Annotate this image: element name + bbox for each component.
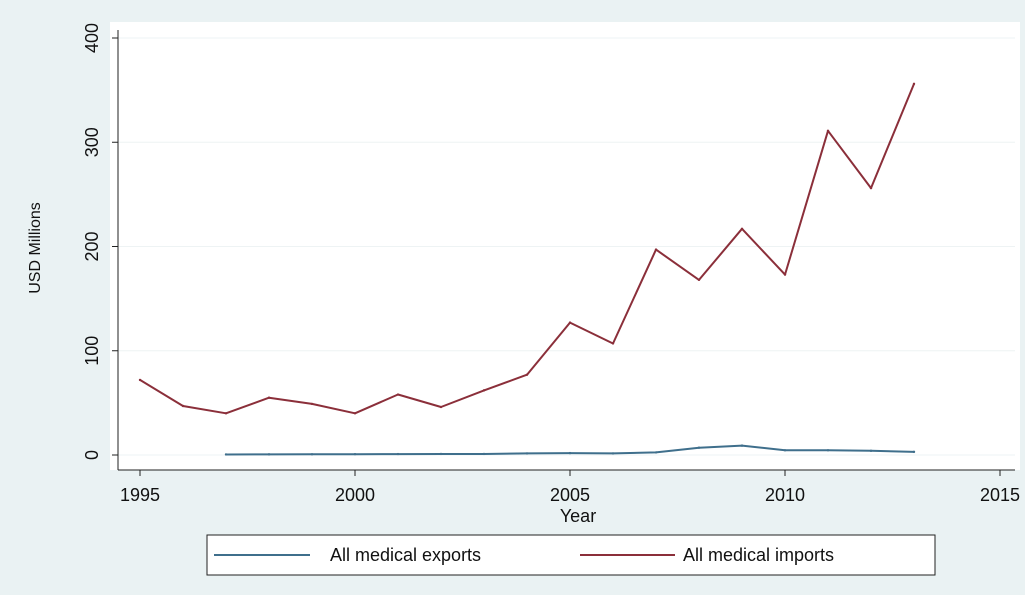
data-point — [310, 402, 314, 406]
data-point — [783, 449, 787, 452]
data-point — [611, 452, 615, 455]
data-point — [267, 453, 271, 456]
legend-label-exports: All medical exports — [330, 545, 481, 565]
data-point — [654, 451, 658, 454]
series-layer — [138, 82, 916, 456]
data-point — [482, 389, 486, 392]
data-point — [525, 373, 529, 376]
data-point — [353, 412, 357, 415]
y-tick-label: 0 — [82, 450, 102, 460]
x-tick-label: 2010 — [765, 485, 805, 505]
legend: All medical exports All medical imports — [206, 534, 936, 576]
data-point — [568, 321, 572, 324]
y-axis-label: USD Millions — [27, 202, 44, 294]
data-point — [353, 452, 357, 456]
y-tick-label: 200 — [82, 231, 102, 261]
data-point — [439, 452, 443, 456]
y-tick-label: 300 — [82, 127, 102, 157]
data-point — [224, 453, 228, 456]
legend-box — [206, 534, 936, 576]
data-point — [654, 248, 658, 251]
data-point — [912, 82, 916, 86]
data-point — [912, 450, 916, 454]
data-point — [267, 396, 271, 399]
x-tick-label: 1995 — [120, 485, 160, 505]
data-point — [611, 342, 615, 345]
data-point — [568, 451, 572, 455]
data-point — [826, 449, 830, 452]
data-point — [697, 446, 701, 449]
data-point — [310, 453, 314, 456]
y-tick-label: 100 — [82, 336, 102, 366]
x-tick-label: 2015 — [980, 485, 1020, 505]
data-point — [826, 129, 830, 132]
y-tick-label: 400 — [82, 23, 102, 53]
data-point — [396, 393, 400, 396]
data-point — [439, 405, 443, 409]
data-point — [138, 378, 142, 382]
data-point — [482, 452, 486, 456]
data-point — [869, 449, 873, 453]
data-point — [783, 273, 787, 276]
x-axis-label: Year — [560, 506, 596, 526]
data-point — [869, 186, 873, 190]
data-point — [740, 227, 744, 230]
data-point — [181, 404, 185, 408]
x-tick-label: 2000 — [335, 485, 375, 505]
data-point — [740, 444, 744, 447]
x-tick-label: 2005 — [550, 485, 590, 505]
data-point — [525, 452, 529, 455]
data-point — [396, 452, 400, 456]
data-point — [224, 412, 228, 415]
data-point — [697, 278, 701, 282]
axes: 0 100 200 300 400 1995 2000 2005 2010 2015 — [82, 23, 1020, 505]
legend-label-imports: All medical imports — [683, 545, 834, 565]
